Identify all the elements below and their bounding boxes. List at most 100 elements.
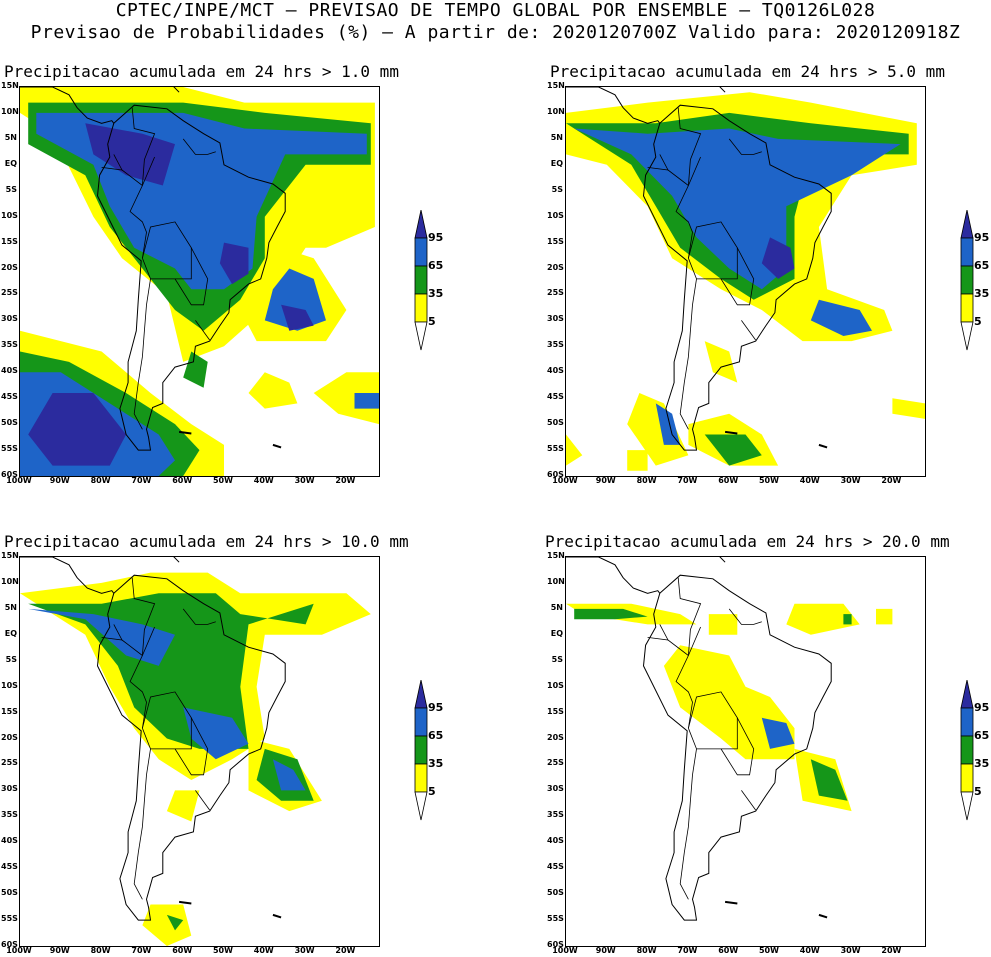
lat-label: EQ [4,628,17,638]
lat-label: 25S [1,288,18,298]
lat-label: 35S [1,340,18,350]
lat-label: 60S [1,470,18,479]
lon-label: 30W [840,946,861,955]
legend-swatch-5-35 [960,293,974,323]
legend-swatch-65-95 [960,237,974,267]
lat-label: 5S [551,184,563,194]
country-border [182,138,216,155]
country-border [174,247,209,306]
country-border [647,154,669,171]
country-border [195,320,211,341]
country-border [133,278,151,430]
probability-area [892,398,925,419]
lat-label: 60S [547,470,564,479]
legend-label: 65 [974,729,990,742]
lat-label: 30S [547,784,564,794]
south-georgia [818,443,828,449]
south-georgia [272,913,282,919]
country-border [741,320,757,341]
lat-label: 55S [1,914,18,924]
country-border [101,624,123,641]
legend-swatch-5-35 [414,763,428,793]
probability-area [761,237,795,279]
country-border [677,107,702,186]
legend-swatch-65-95 [414,707,428,737]
probability-area [876,608,893,625]
lat-label: 15N [1,551,19,560]
coastline-south-america [642,574,832,921]
lat-label: 35S [547,810,564,820]
lat-label: 5N [550,132,563,142]
color-legend-4: 95 65 35 5 [960,679,991,830]
country-border [182,608,216,625]
legend-arrow-bottom [960,791,974,821]
south-georgia [818,913,828,919]
legend-label: 65 [428,259,444,272]
lat-label: 60S [1,940,18,949]
country-border [720,717,755,776]
lon-label: 30W [840,476,861,485]
panel-title-1: Precipitacao acumulada em 24 hrs > 1.0 m… [4,62,399,81]
lat-label: 15S [547,236,564,246]
panel-title-2: Precipitacao acumulada em 24 hrs > 5.0 m… [550,62,945,81]
country-border [688,691,738,750]
lat-label: 45S [1,862,18,872]
lat-label: 20S [1,262,18,272]
legend-arrow-top [414,679,428,709]
lat-label: 10N [1,106,19,116]
probability-area [166,914,184,931]
lat-label: 50S [547,418,564,428]
country-border [728,138,762,155]
lon-label: 90W [595,476,616,485]
lat-label: 45S [1,392,18,402]
legend-label: 95 [974,231,990,244]
legend-swatch-65-95 [960,707,974,737]
country-border [121,169,147,259]
lat-label: 10N [547,576,565,586]
lon-label: 40W [253,946,274,955]
lon-label: 80W [90,476,111,485]
lat-label: 20S [1,732,18,742]
legend-label: 95 [428,701,444,714]
legend-label: 35 [428,757,444,770]
legend-swatch-35-65 [414,735,428,765]
lat-label: 30S [1,314,18,324]
lon-label: 60W [172,476,193,485]
legend-arrow-bottom [414,791,428,821]
legend-arrow-top [960,209,974,239]
lon-label: 50W [212,476,233,485]
color-legend-3: 95 65 35 5 [414,679,474,830]
lat-label: EQ [550,158,563,168]
lon-label: 30W [294,476,315,485]
lon-label: 40W [799,476,820,485]
lon-label: 60W [718,946,739,955]
header-line-2: Previsao de Probabilidades (%) – A parti… [30,22,961,43]
probability-area [663,645,795,760]
falkland-islands [724,430,738,435]
lat-label: 5S [5,184,17,194]
country-border [133,748,151,900]
probability-area [627,450,648,471]
probability-map-2 [565,86,926,477]
lat-label: 35S [1,810,18,820]
probability-area [843,614,852,625]
lat-label: 25S [547,288,564,298]
legend-swatch-35-65 [414,265,428,295]
lon-label: 90W [595,946,616,955]
probability-map-4 [565,556,926,947]
lat-label: 50S [1,888,18,898]
probability-map-1 [19,86,380,477]
lon-label: 30W [294,946,315,955]
probability-area [655,403,681,445]
lon-label: 80W [636,476,657,485]
legend-swatch-35-65 [960,265,974,295]
caribbean-islands [173,557,180,563]
legend-label: 5 [428,785,436,798]
legend-arrow-top [960,679,974,709]
lat-label: 20S [547,262,564,272]
lon-label: 100W [552,476,578,485]
falkland-islands [724,900,738,905]
probability-area [183,351,208,388]
lat-label: 20S [547,732,564,742]
country-border [195,790,211,811]
